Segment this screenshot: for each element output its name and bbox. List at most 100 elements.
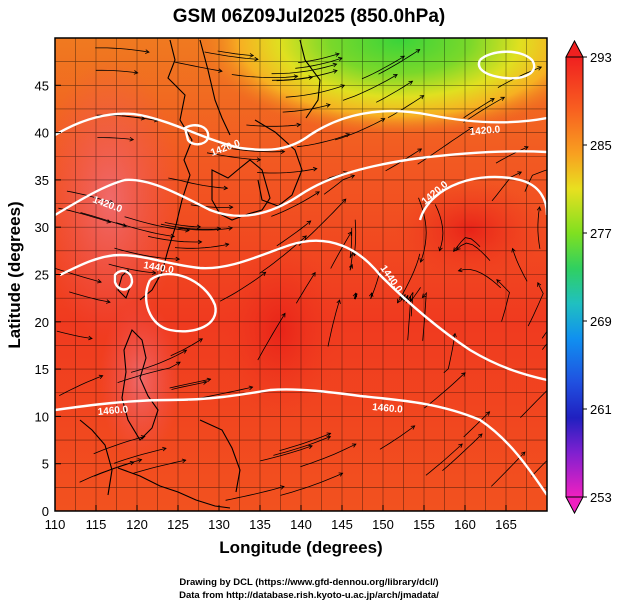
streamline <box>204 51 259 60</box>
streamline <box>190 204 233 208</box>
streamline <box>379 425 415 450</box>
streamline-arrow <box>88 335 93 341</box>
streamline <box>456 242 491 261</box>
streamline-arrow <box>348 263 354 269</box>
streamline-arrow <box>249 53 255 58</box>
y-tick-label: 15 <box>35 362 49 377</box>
streamline <box>541 342 547 350</box>
streamline <box>271 191 320 217</box>
streamline <box>295 57 343 69</box>
streamline-arrow <box>106 219 112 224</box>
wind-streamlines <box>55 47 547 501</box>
streamline-arrow <box>520 451 526 457</box>
streamline <box>327 299 340 347</box>
y-axis-title: Latitude (degrees) <box>5 201 24 348</box>
streamline <box>453 237 481 252</box>
x-tick-label: 120 <box>126 517 148 532</box>
streamline-arrow <box>419 95 425 100</box>
warm-land-west <box>55 60 180 340</box>
streamline-arrow <box>511 247 516 253</box>
streamline <box>93 436 145 455</box>
x-tick-label: 145 <box>331 517 353 532</box>
streamline <box>282 104 331 113</box>
streamline-arrow <box>438 246 443 252</box>
streamline <box>323 175 355 195</box>
streamline <box>170 338 203 357</box>
streamline-arrow <box>338 472 344 477</box>
streamline-arrow <box>341 198 347 204</box>
streamline-arrow <box>419 258 424 263</box>
streamline <box>97 137 134 140</box>
x-tick-label: 115 <box>86 517 107 532</box>
x-axis-title: Longitude (degrees) <box>219 538 382 557</box>
streamline-arrow <box>326 435 332 440</box>
colorbar: 293 285 277 269 261 253 <box>565 39 612 515</box>
streamline-arrow <box>338 56 343 62</box>
streamline-arrow <box>421 293 427 299</box>
colorbar-tick-label: 285 <box>590 138 612 153</box>
streamline-arrow <box>256 157 262 162</box>
map-plot-area: 1420.0 1420.0 1420.0 1420.0 1440.0 1440.… <box>55 38 547 511</box>
streamline <box>527 282 544 327</box>
contour-label: 1440.0 <box>142 260 174 276</box>
streamline <box>361 55 405 80</box>
y-tick-label: 30 <box>35 220 49 235</box>
streamline <box>217 50 254 56</box>
streamline-arrow <box>408 80 414 85</box>
x-tick-label: 135 <box>249 517 271 532</box>
height-contours <box>55 50 547 496</box>
streamline-arrow <box>335 52 340 57</box>
streamline <box>225 486 285 501</box>
streamline-arrow <box>122 223 128 228</box>
streamline <box>231 74 298 78</box>
streamline-arrow <box>280 485 285 490</box>
streamline-arrow <box>490 98 495 103</box>
streamline-arrow <box>380 118 386 123</box>
streamline-arrow <box>458 443 463 448</box>
streamline-arrow <box>308 75 314 80</box>
streamline-arrow <box>202 380 208 385</box>
streamline-arrow <box>254 56 259 62</box>
streamline-arrow <box>185 227 190 233</box>
streamline-arrow <box>332 62 338 68</box>
streamline-arrow <box>129 136 135 142</box>
x-tick-label: 130 <box>208 517 230 532</box>
streamline-arrow <box>228 226 233 231</box>
streamline <box>330 231 352 269</box>
streamline-arrow <box>537 282 542 287</box>
streamline <box>117 361 181 383</box>
streamline <box>206 152 261 161</box>
streamline <box>55 268 102 283</box>
streamline-arrow <box>397 298 402 304</box>
streamline-arrow <box>224 242 230 248</box>
streamline <box>495 146 529 164</box>
streamline-arrow <box>410 425 416 430</box>
streamline <box>114 247 180 260</box>
streamline-arrow <box>162 446 167 452</box>
streamline <box>418 197 427 263</box>
streamline-arrow <box>415 49 421 54</box>
streamline-arrow <box>181 458 187 464</box>
streamline-arrow <box>280 149 286 154</box>
streamline <box>273 436 331 456</box>
streamline <box>524 169 547 192</box>
streamline-arrow <box>536 206 542 211</box>
streamline-arrow <box>137 458 143 463</box>
streamline <box>94 461 134 477</box>
streamline <box>130 349 187 373</box>
contour-label: 1460.0 <box>372 402 404 416</box>
colorbar-tick-label: 261 <box>590 402 612 417</box>
streamline <box>537 206 541 249</box>
warm-core-central <box>220 240 340 420</box>
streamline-arrow <box>175 256 181 262</box>
streamline-arrow <box>105 299 111 304</box>
streamline-arrow <box>196 224 202 230</box>
streamline <box>520 389 547 418</box>
streamline-arrow <box>293 74 299 79</box>
streamline <box>442 433 483 472</box>
streamline-arrow <box>223 185 229 191</box>
streamline-arrow <box>340 84 346 89</box>
streamline-arrow <box>326 103 331 108</box>
streamline <box>280 472 343 496</box>
streamline-arrow <box>453 247 458 252</box>
